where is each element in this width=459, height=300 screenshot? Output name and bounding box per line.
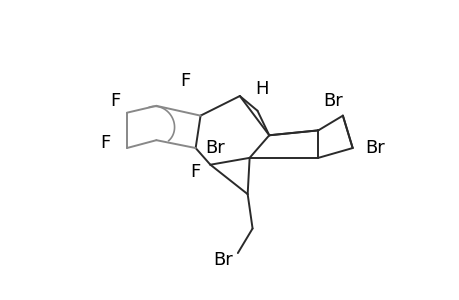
Text: F: F <box>110 92 120 110</box>
Text: Br: Br <box>205 139 224 157</box>
Text: Br: Br <box>213 251 233 269</box>
Text: Br: Br <box>323 92 342 110</box>
Text: Br: Br <box>364 139 384 157</box>
Text: H: H <box>255 80 269 98</box>
Text: F: F <box>190 163 200 181</box>
Text: F: F <box>180 72 190 90</box>
Text: F: F <box>100 134 110 152</box>
